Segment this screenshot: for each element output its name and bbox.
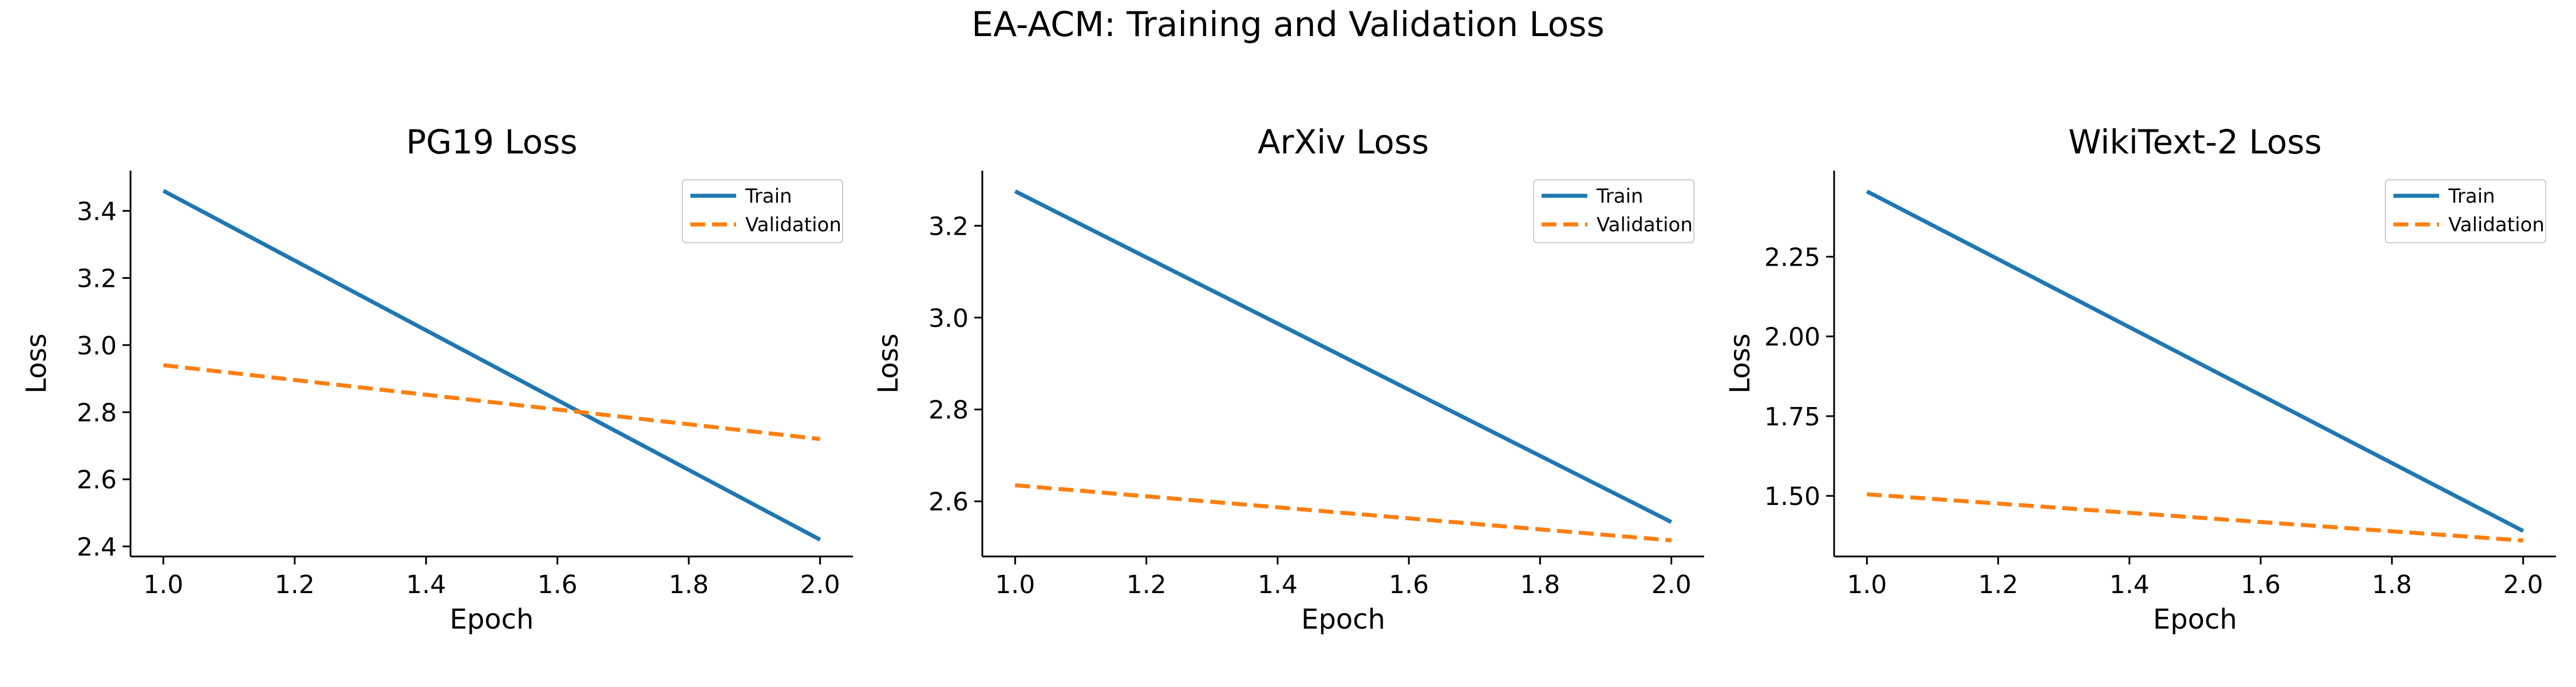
legend-label: Train — [745, 185, 792, 208]
series-line-validation — [1867, 492, 2523, 543]
x-tick-label: 1.0 — [995, 570, 1035, 599]
legend-label: Validation — [1597, 214, 1693, 236]
y-tick-label: 2.6 — [929, 488, 969, 517]
x-tick-label: 1.6 — [538, 570, 578, 599]
series-line-validation — [163, 363, 821, 441]
panel-title: PG19 Loss — [406, 123, 577, 161]
x-tick-label: 1.4 — [2109, 570, 2150, 599]
panel-pg19: PG19 Loss 1.0 1.2 1.4 1.6 1.8 2.0 2.4 2.6 2.8 3.0 3… — [21, 123, 853, 635]
y-tick-label: 1.75 — [1764, 402, 1820, 432]
panel-arxiv: ArXiv Loss 1.0 1.2 1.4 1.6 1.8 2.0 2.6 2.8 3.0 3.2… — [872, 123, 1704, 635]
x-tick-label: 2.0 — [2503, 570, 2543, 599]
x-tick-label: 1.0 — [1847, 570, 1887, 599]
y-tick-label: 2.4 — [77, 532, 117, 562]
panel-title: ArXiv Loss — [1258, 123, 1429, 161]
legend-label: Validation — [745, 214, 841, 236]
y-tick-label: 3.2 — [77, 264, 117, 294]
x-tick-label: 1.8 — [1520, 570, 1560, 599]
legend-label: Train — [2448, 185, 2495, 208]
x-tick-label: 1.6 — [2241, 570, 2281, 599]
legend: Train Validation — [2385, 179, 2546, 243]
series-line-validation — [1015, 483, 1672, 543]
legend-label: Validation — [2448, 214, 2545, 236]
series-line-train — [1014, 189, 1673, 524]
y-tick-label: 2.00 — [1764, 323, 1820, 352]
y-tick-label: 3.0 — [929, 304, 969, 333]
x-axis-label: Epoch — [1301, 603, 1385, 635]
y-tick-label: 2.25 — [1764, 243, 1820, 272]
x-axis-label: Epoch — [2153, 603, 2237, 635]
x-tick-label: 1.8 — [669, 570, 709, 599]
legend: Train Validation — [1533, 179, 1694, 243]
x-tick-label: 2.0 — [1652, 570, 1692, 599]
y-tick-label: 1.50 — [1764, 482, 1820, 511]
y-axis-label: Loss — [1724, 333, 1756, 393]
series-line-train — [1866, 189, 2524, 533]
y-tick-label: 2.8 — [77, 398, 117, 428]
figure-title: EA-ACM: Training and Validation Loss — [971, 5, 1605, 45]
x-tick-label: 1.2 — [1978, 570, 2018, 599]
legend-label: Train — [1596, 185, 1643, 208]
legend: Train Validation — [682, 179, 843, 243]
panel-title: WikiText-2 Loss — [2068, 123, 2322, 161]
panel-wikitext2: WikiText-2 Loss 1.0 1.2 1.4 1.6 1.8 2.0 1.50 1.7… — [1724, 123, 2556, 635]
x-tick-label: 1.4 — [406, 570, 446, 599]
x-tick-label: 1.0 — [143, 570, 183, 599]
y-tick-label: 3.0 — [77, 331, 117, 361]
x-tick-label: 1.8 — [2372, 570, 2412, 599]
x-tick-label: 1.4 — [1258, 570, 1298, 599]
y-tick-label: 3.2 — [929, 212, 969, 241]
y-axis-label: Loss — [21, 333, 53, 393]
x-tick-label: 2.0 — [800, 570, 840, 599]
y-tick-label: 2.6 — [77, 465, 117, 495]
y-axis-label: Loss — [872, 333, 904, 393]
x-tick-label: 1.2 — [275, 570, 315, 599]
x-tick-label: 1.2 — [1127, 570, 1167, 599]
x-axis-label: Epoch — [450, 603, 534, 635]
y-tick-label: 3.4 — [77, 197, 117, 226]
y-tick-label: 2.8 — [929, 396, 969, 425]
x-tick-label: 1.6 — [1389, 570, 1429, 599]
series-line-train — [162, 189, 821, 542]
